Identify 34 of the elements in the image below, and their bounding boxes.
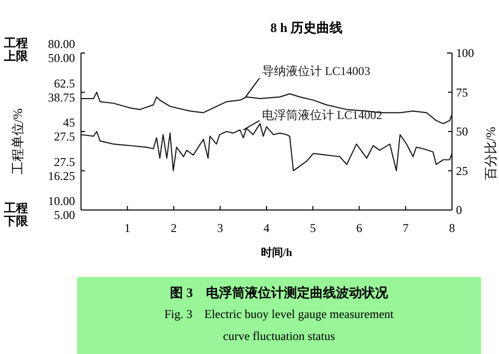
y2-tick-label: 50 <box>456 124 468 138</box>
line-series <box>80 123 453 172</box>
x-tick-label: 1 <box>124 221 130 235</box>
x-tick-label: 7 <box>402 221 409 235</box>
x-tick-label: 4 <box>264 221 270 235</box>
y2-tick-label: 100 <box>456 46 474 60</box>
y2-tick-label: 25 <box>456 164 468 178</box>
chart-title: 8 h 历史曲线 <box>270 20 343 35</box>
text: 工程上限 <box>3 36 29 63</box>
text: 工程下限 <box>3 201 29 228</box>
y3-tick-label: 16.25 <box>48 168 75 183</box>
x-tick-label: 5 <box>310 221 316 235</box>
x-tick-label: 3 <box>217 221 224 235</box>
y3-tick-label: 38.75 <box>48 90 75 104</box>
series-label: 电浮筒液位计 LC14002 <box>262 108 382 122</box>
y3-tick-label: 5.00 <box>54 208 75 222</box>
y2-tick-label: 75 <box>456 85 468 100</box>
series-label: 导纳液位计 LC14003 <box>262 64 370 78</box>
line-series <box>80 92 453 124</box>
y-tick-label: 45 <box>63 116 75 130</box>
x-axis-title: 时间/h <box>260 246 292 259</box>
y-tick-label: 27.5 <box>54 154 75 169</box>
x-tick-label: 2 <box>170 221 177 235</box>
y-tick-label: 62.5 <box>54 76 75 90</box>
y-tick-label: 10.00 <box>48 194 75 208</box>
y3-tick-label: 50.00 <box>48 51 75 65</box>
caption: 图 3 电浮筒液位计测定曲线波动状况 <box>170 285 389 300</box>
x-tick-label: 6 <box>356 221 362 235</box>
y-axis-title: 工程单位/% <box>10 108 25 175</box>
y-tick-label: 80.00 <box>48 37 75 51</box>
caption: Fig. 3 Electric buoy level gauge measurement curve fluctuation status <box>164 307 394 343</box>
x-tick-label: 8 <box>449 221 455 235</box>
y2-tick-label: 0 <box>456 203 462 217</box>
y2-axis-title: 百分比/% <box>483 126 498 180</box>
